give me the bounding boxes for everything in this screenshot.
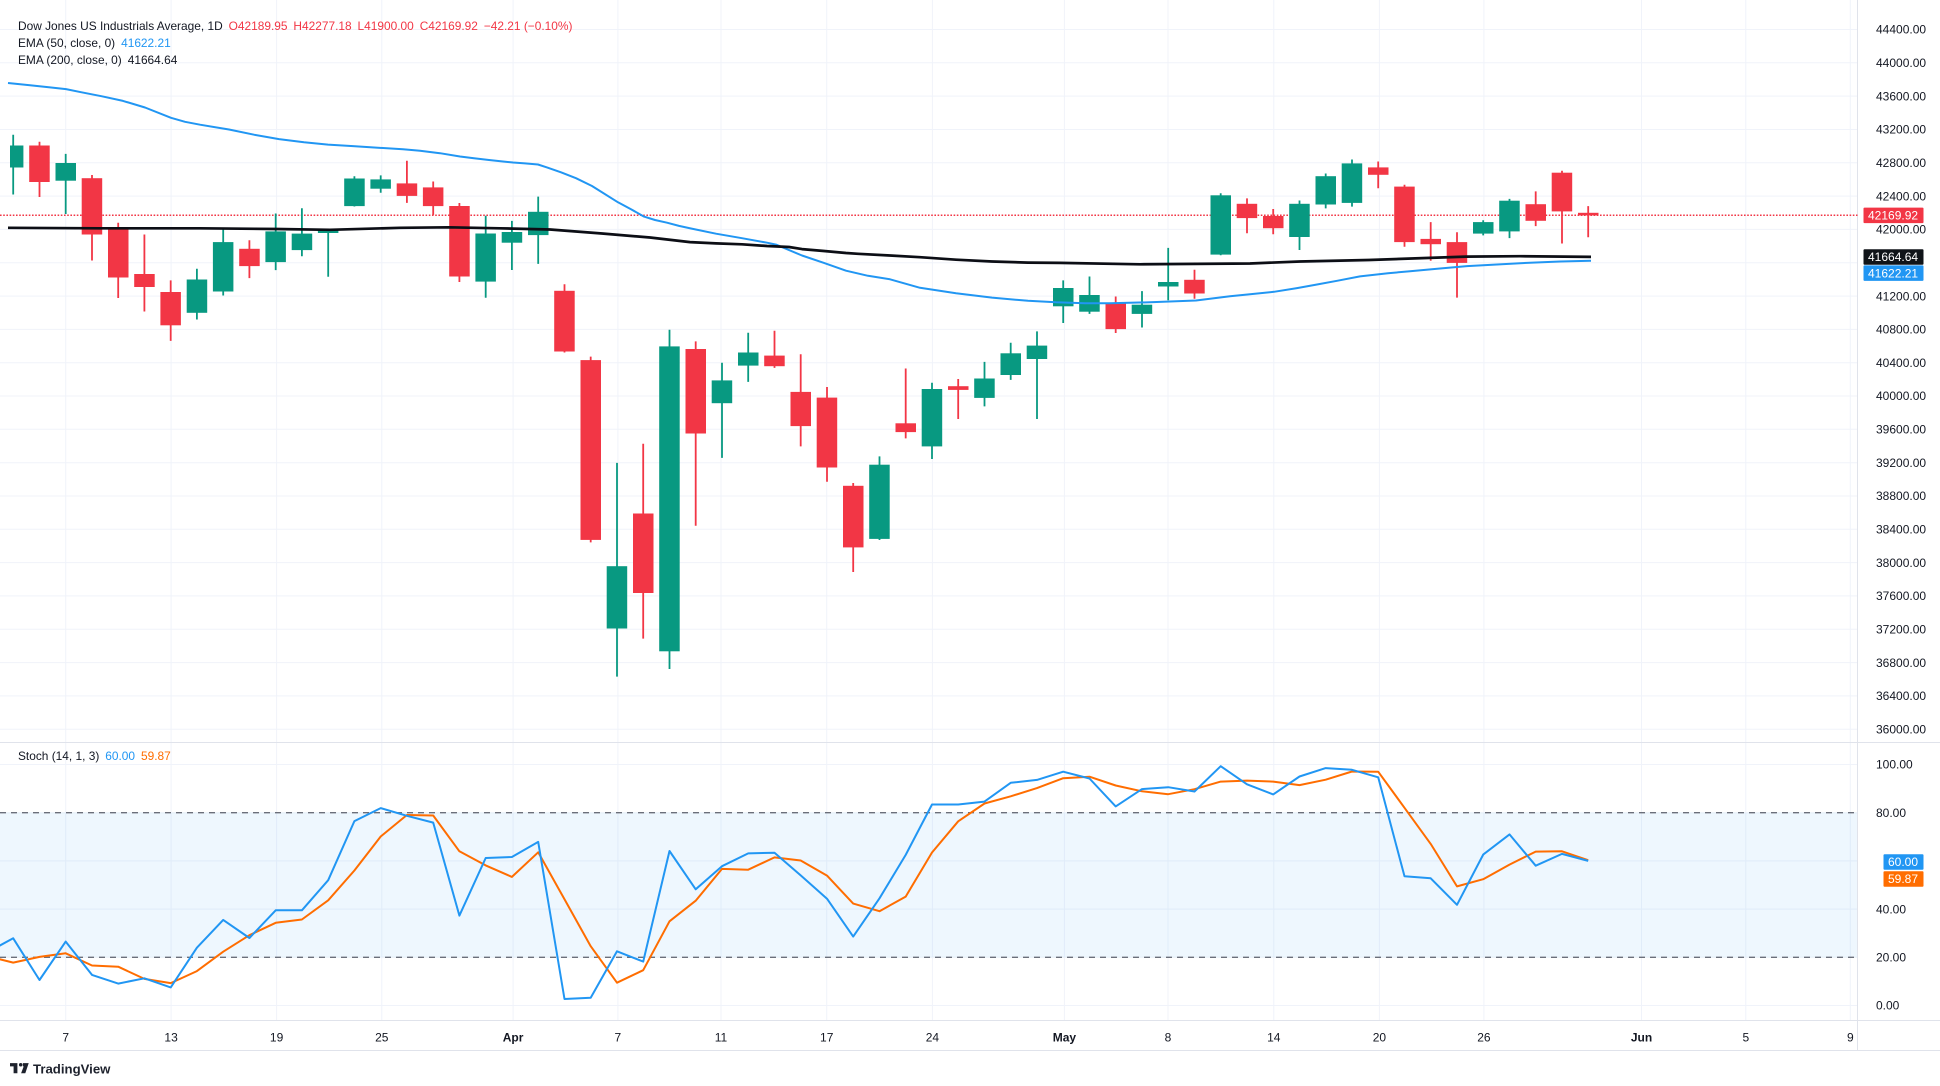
- svg-text:9: 9: [1847, 1031, 1854, 1045]
- svg-text:TradingView: TradingView: [33, 1061, 111, 1076]
- svg-text:38400.00: 38400.00: [1876, 523, 1926, 537]
- svg-text:20: 20: [1373, 1031, 1387, 1045]
- svg-text:24: 24: [926, 1031, 940, 1045]
- svg-text:40.00: 40.00: [1876, 902, 1906, 916]
- svg-text:44400.00: 44400.00: [1876, 23, 1926, 37]
- svg-text:37200.00: 37200.00: [1876, 623, 1926, 637]
- svg-text:Apr: Apr: [503, 1031, 524, 1045]
- svg-text:Dow Jones US Industrials Avera: Dow Jones US Industrials Average, 1D O42…: [18, 19, 572, 33]
- svg-text:11: 11: [715, 1031, 728, 1045]
- svg-text:40800.00: 40800.00: [1876, 323, 1926, 337]
- svg-text:5: 5: [1742, 1031, 1749, 1045]
- svg-text:43600.00: 43600.00: [1876, 89, 1926, 103]
- svg-text:7: 7: [62, 1031, 69, 1045]
- svg-text:37600.00: 37600.00: [1876, 589, 1926, 603]
- svg-text:41200.00: 41200.00: [1876, 289, 1926, 303]
- svg-text:44000.00: 44000.00: [1876, 56, 1926, 70]
- svg-text:43200.00: 43200.00: [1876, 123, 1926, 137]
- svg-text:42400.00: 42400.00: [1876, 189, 1926, 203]
- svg-text:Jun: Jun: [1631, 1031, 1652, 1045]
- svg-text:20.00: 20.00: [1876, 951, 1906, 965]
- svg-text:36400.00: 36400.00: [1876, 689, 1926, 703]
- svg-text:100.00: 100.00: [1876, 758, 1913, 772]
- svg-text:EMA (200, close, 0) 41664.64: EMA (200, close, 0) 41664.64: [18, 53, 178, 67]
- svg-text:13: 13: [164, 1031, 178, 1045]
- svg-text:39200.00: 39200.00: [1876, 456, 1926, 470]
- svg-text:19: 19: [270, 1031, 284, 1045]
- svg-text:36800.00: 36800.00: [1876, 656, 1926, 670]
- svg-text:60.00: 60.00: [1888, 855, 1918, 869]
- svg-text:May: May: [1053, 1031, 1077, 1045]
- svg-text:40400.00: 40400.00: [1876, 356, 1926, 370]
- svg-text:41622.21: 41622.21: [1868, 266, 1918, 280]
- svg-text:17: 17: [820, 1031, 834, 1045]
- svg-text:38800.00: 38800.00: [1876, 489, 1926, 503]
- svg-text:36000.00: 36000.00: [1876, 722, 1926, 736]
- svg-text:40000.00: 40000.00: [1876, 389, 1926, 403]
- svg-text:42800.00: 42800.00: [1876, 156, 1926, 170]
- svg-text:26: 26: [1477, 1031, 1491, 1045]
- svg-text:42169.92: 42169.92: [1868, 209, 1918, 223]
- svg-text:38000.00: 38000.00: [1876, 556, 1926, 570]
- svg-text:14: 14: [1267, 1031, 1281, 1045]
- svg-text:7: 7: [615, 1031, 622, 1045]
- svg-text:Stoch (14, 1, 3) 60.00 59.87: Stoch (14, 1, 3) 60.00 59.87: [18, 749, 171, 763]
- svg-text:41664.64: 41664.64: [1868, 250, 1918, 264]
- svg-text:25: 25: [375, 1031, 389, 1045]
- svg-text:59.87: 59.87: [1888, 872, 1918, 886]
- svg-text:42000.00: 42000.00: [1876, 223, 1926, 237]
- svg-text:EMA (50, close, 0) 41622.21: EMA (50, close, 0) 41622.21: [18, 36, 171, 50]
- svg-text:8: 8: [1165, 1031, 1172, 1045]
- svg-text:39600.00: 39600.00: [1876, 423, 1926, 437]
- svg-text:0.00: 0.00: [1876, 999, 1900, 1013]
- svg-text:80.00: 80.00: [1876, 806, 1906, 820]
